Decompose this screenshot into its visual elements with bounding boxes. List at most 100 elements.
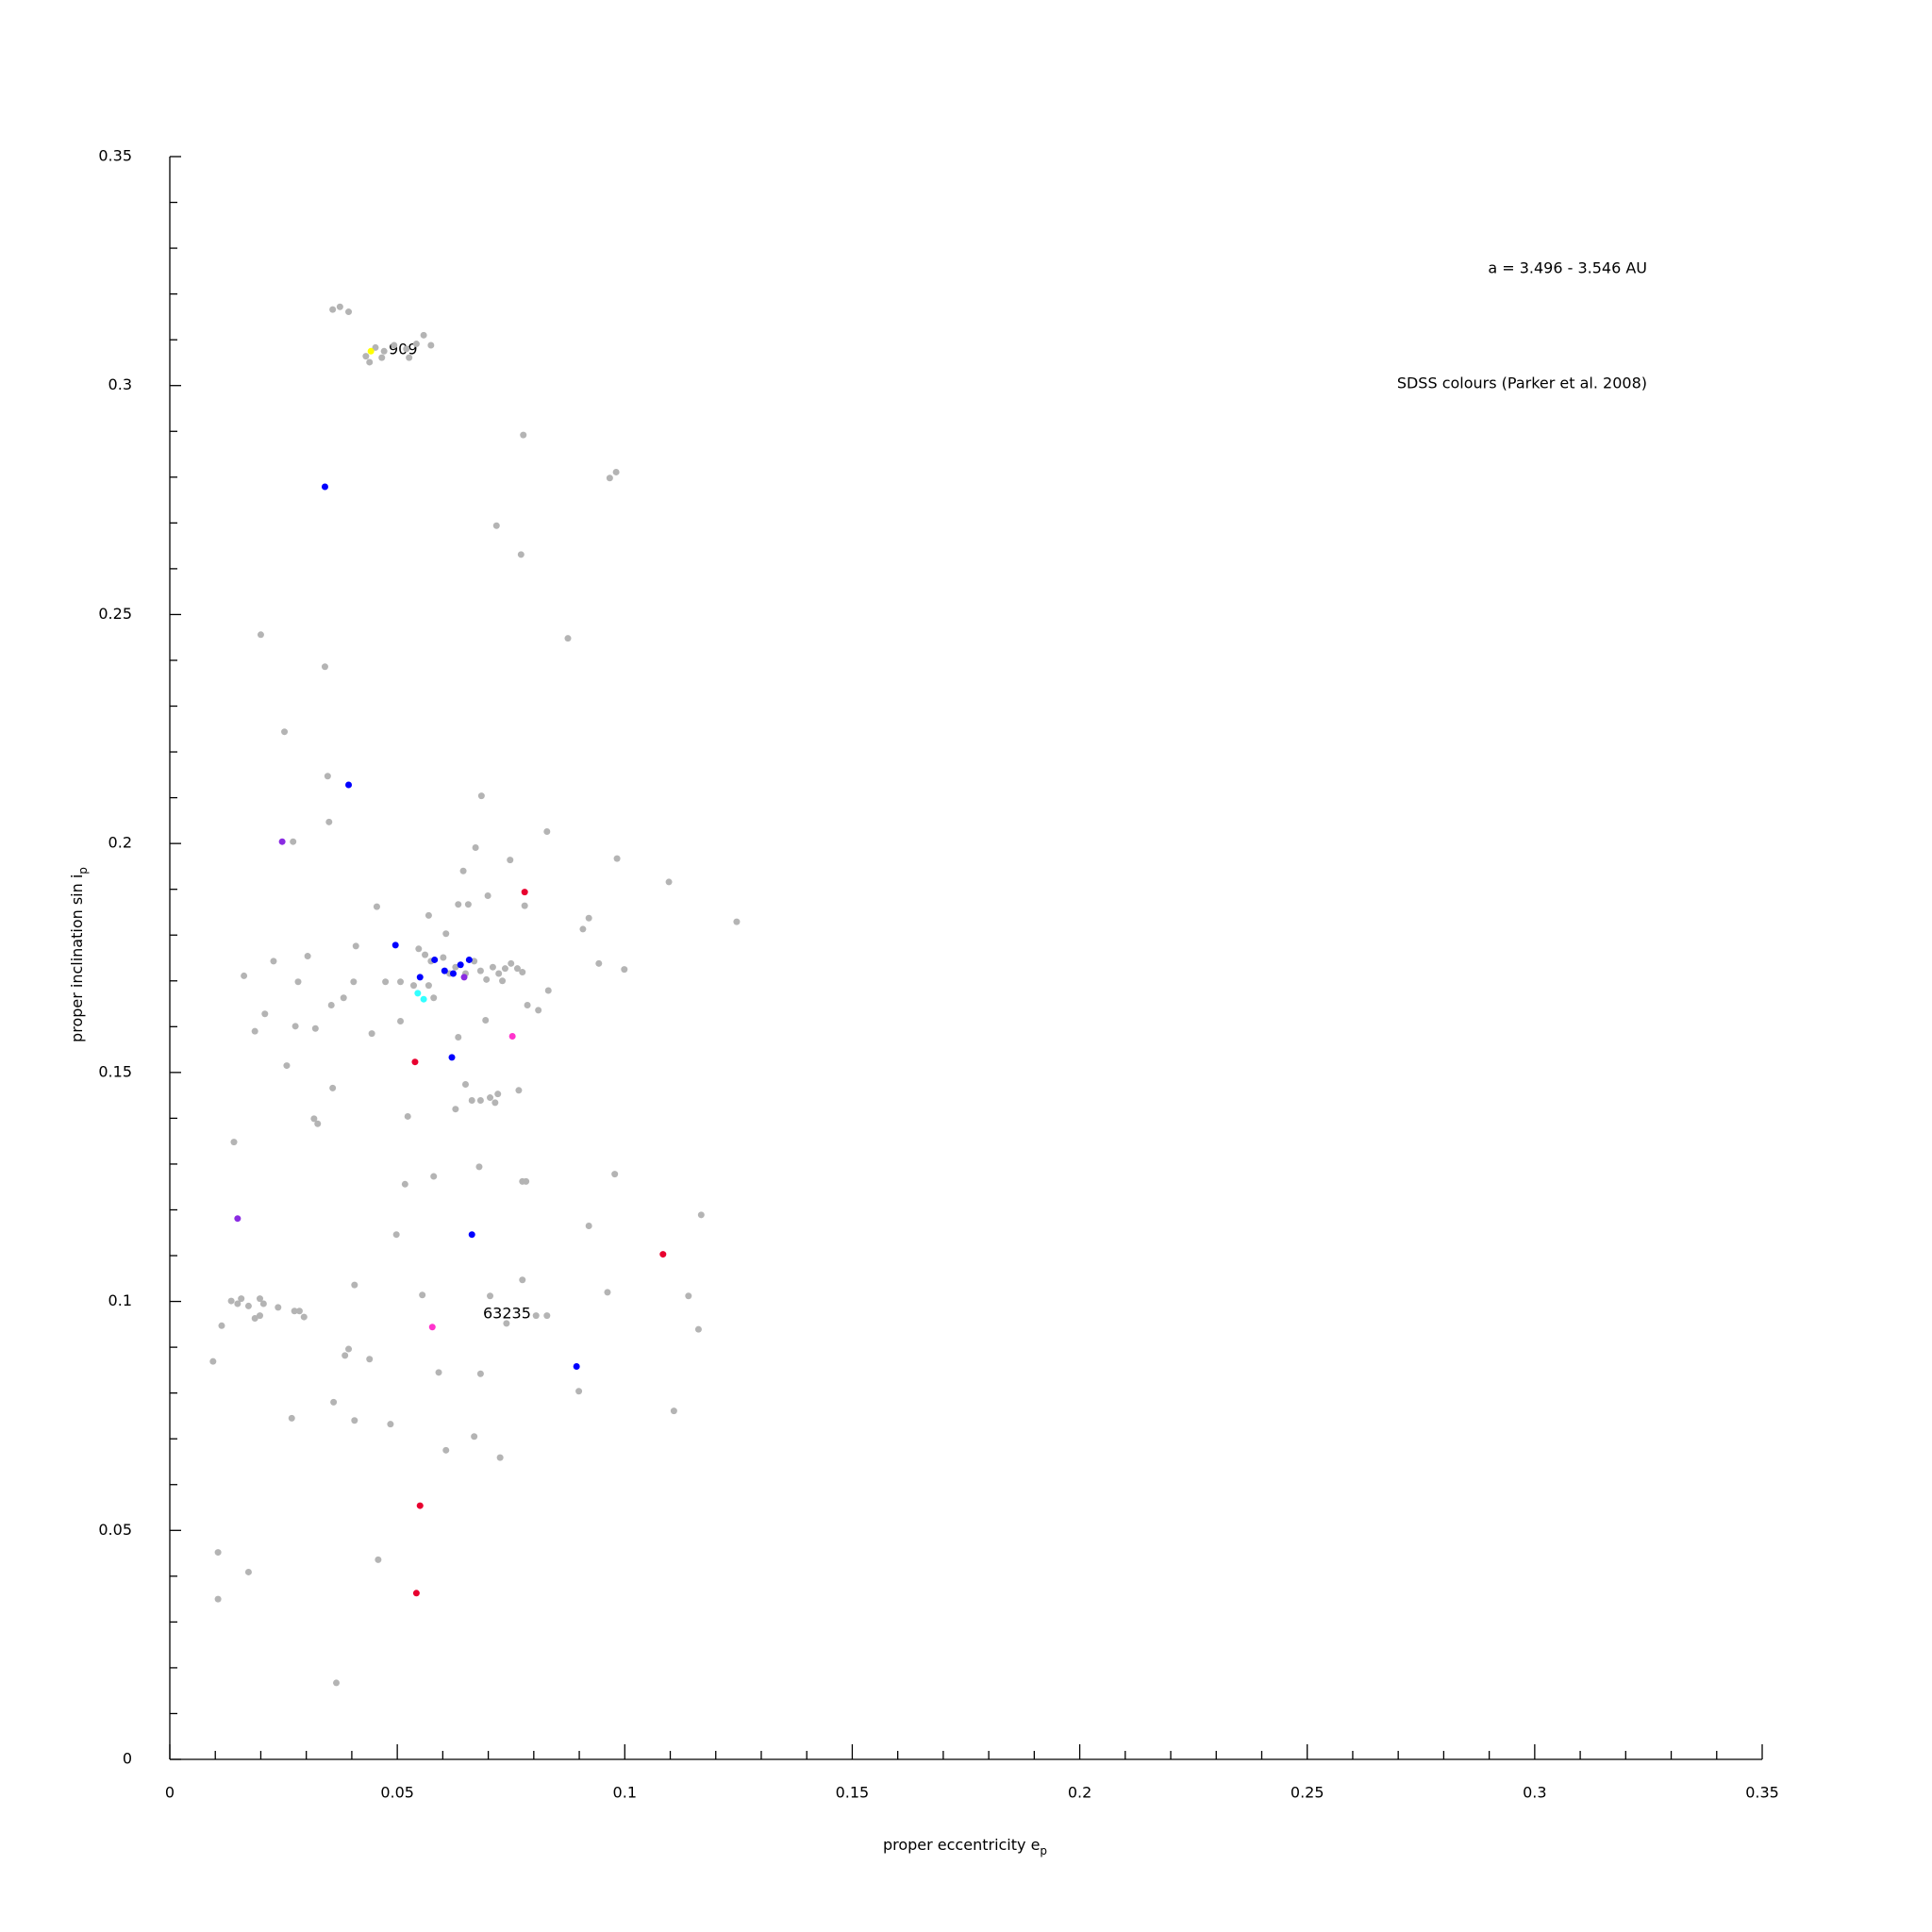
point (350, 978, 358, 986)
point (595, 959, 603, 967)
point (425, 911, 432, 919)
point (310, 1115, 318, 1123)
point (733, 918, 741, 925)
point (230, 1139, 238, 1146)
point (455, 1033, 462, 1041)
point (397, 978, 405, 986)
point (487, 1094, 494, 1102)
point (329, 306, 337, 313)
point (464, 901, 472, 908)
point (449, 970, 457, 977)
point (391, 341, 398, 349)
point (544, 987, 552, 994)
point (251, 1027, 258, 1035)
y-tick-label: 0.25 (98, 605, 132, 623)
x-axis-label: proper eccentricity ep (883, 1836, 1047, 1857)
point (257, 631, 264, 639)
point (341, 1352, 349, 1359)
point (314, 1120, 322, 1127)
point (362, 353, 370, 360)
point (214, 1549, 222, 1557)
point (492, 522, 500, 529)
point (477, 792, 485, 800)
point (259, 1300, 267, 1307)
point (515, 1087, 523, 1094)
point (441, 967, 448, 974)
point (270, 958, 277, 965)
y-tick-label: 0 (123, 1750, 132, 1768)
point (611, 1171, 619, 1178)
point (291, 1023, 299, 1030)
point (476, 967, 484, 974)
point (499, 977, 507, 985)
point (420, 331, 427, 339)
point (387, 1421, 394, 1428)
point (452, 963, 459, 971)
x-tick-label: 0.35 (1745, 1784, 1779, 1802)
point (366, 1356, 374, 1363)
point (397, 1017, 405, 1024)
point (404, 1112, 411, 1120)
point (459, 867, 467, 874)
point (278, 838, 286, 845)
point (430, 1173, 438, 1180)
point (472, 844, 479, 852)
point (281, 728, 289, 736)
point (460, 974, 468, 981)
point (420, 995, 427, 1003)
point (345, 781, 353, 789)
point (234, 1300, 242, 1307)
point (288, 1414, 295, 1422)
point (411, 1058, 419, 1066)
point (621, 966, 628, 974)
point (508, 959, 515, 967)
point (494, 1091, 502, 1098)
point (345, 308, 353, 316)
point (325, 818, 333, 825)
x-axis-label-text: proper eccentricity e (883, 1836, 1040, 1854)
point (489, 963, 496, 971)
y-tick-label: 0.35 (98, 147, 132, 165)
point (575, 1388, 583, 1395)
point (670, 1407, 677, 1415)
point (448, 1054, 456, 1061)
point (484, 891, 491, 899)
point (665, 878, 673, 886)
point (564, 635, 572, 642)
point (604, 1289, 611, 1296)
point (425, 982, 432, 990)
point (487, 1292, 494, 1300)
point (452, 1106, 459, 1113)
point (613, 855, 621, 862)
point (300, 1313, 308, 1321)
x-tick-label: 0.2 (1068, 1784, 1091, 1802)
point (238, 1295, 245, 1303)
point (373, 903, 380, 910)
point (321, 663, 328, 671)
point (241, 972, 248, 979)
point (519, 969, 526, 976)
point (483, 975, 491, 983)
point (442, 930, 450, 938)
point (455, 901, 462, 908)
point (543, 828, 551, 836)
point (606, 475, 613, 482)
point (372, 343, 379, 351)
point (491, 1099, 499, 1107)
point (234, 1215, 242, 1223)
point (256, 1295, 263, 1303)
point (378, 354, 386, 361)
point (324, 773, 331, 780)
point (414, 990, 422, 997)
point (475, 1163, 483, 1171)
point (440, 954, 447, 961)
y-tick-label: 0.3 (108, 375, 132, 393)
x-tick-label: 0.25 (1291, 1784, 1324, 1802)
point (585, 1222, 592, 1229)
point (304, 953, 311, 960)
point (476, 1370, 484, 1377)
point-label: 63235 (483, 1305, 531, 1323)
point (410, 982, 418, 990)
point (419, 1291, 426, 1299)
